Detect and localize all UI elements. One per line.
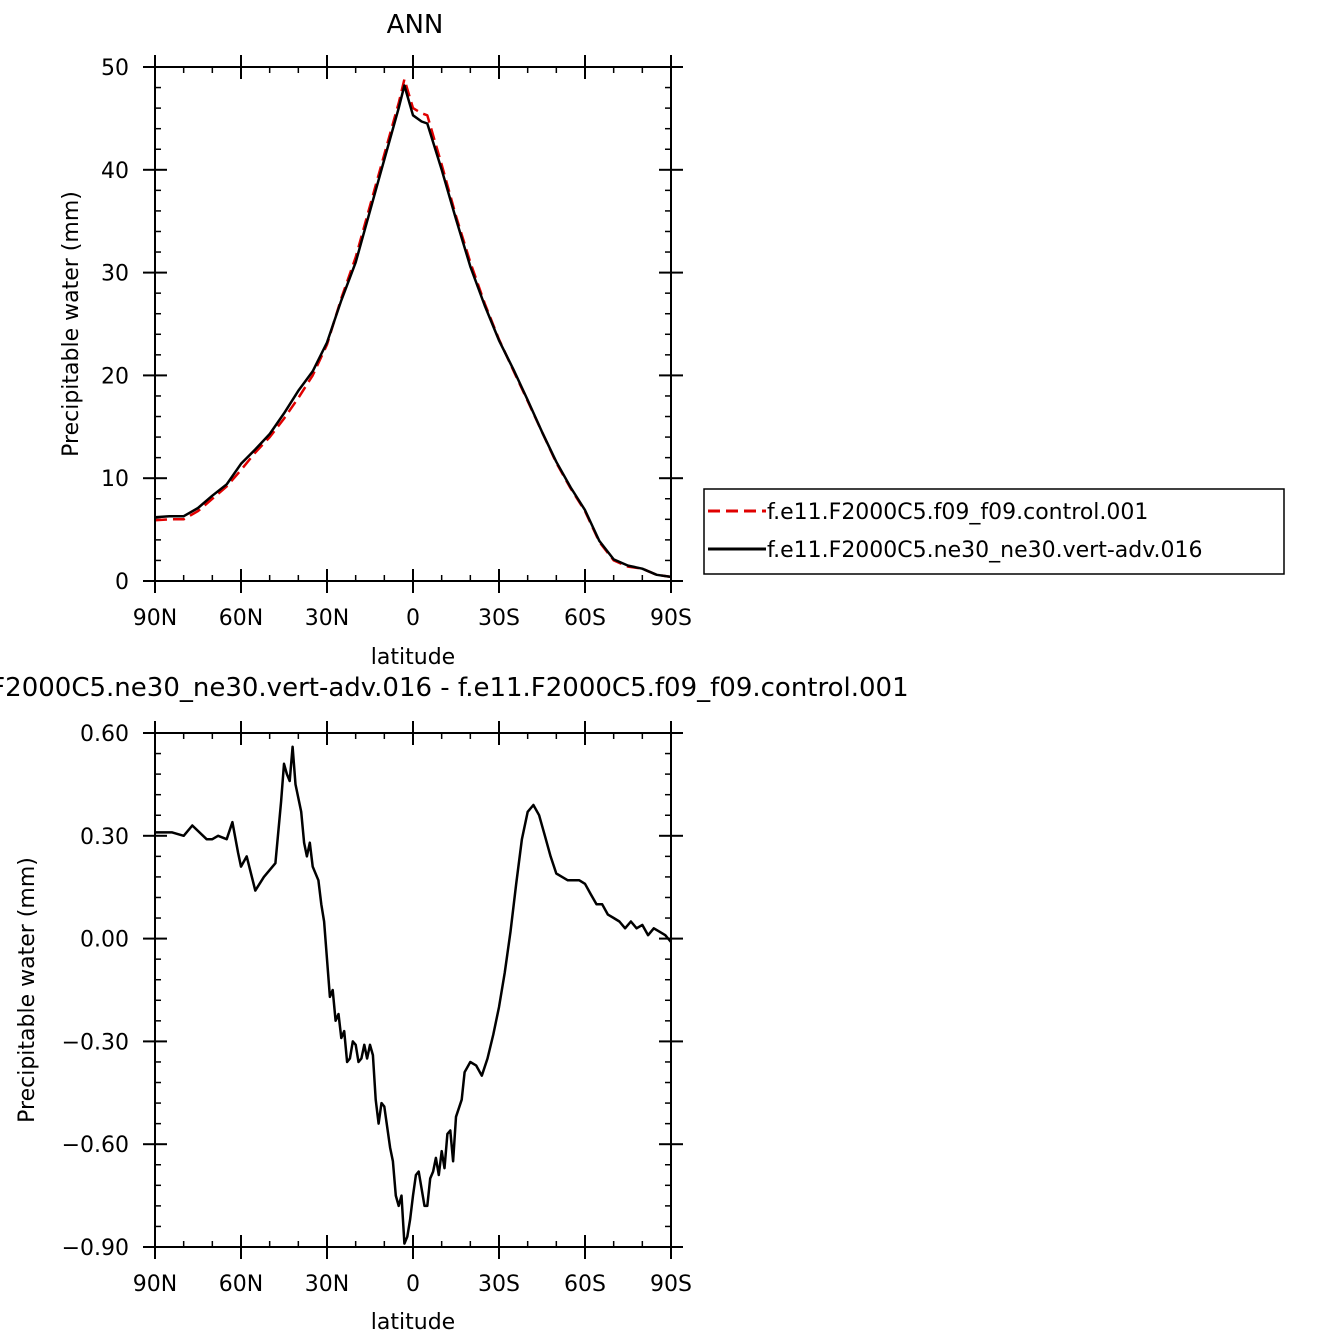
top-xtick-label: 90N xyxy=(133,606,177,631)
top-axis-ticks xyxy=(143,55,683,593)
bottom-title: f.e11.F2000C5.ne30_ne30.vert-adv.016 - f… xyxy=(0,673,909,703)
bottom-xtick-label: 90N xyxy=(133,1272,177,1297)
top-ytick-label: 0 xyxy=(115,570,129,595)
top-ytick-label: 40 xyxy=(101,159,129,184)
legend: f.e11.F2000C5.f09_f09.control.001 f.e11.… xyxy=(703,488,1285,575)
legend-label-vert-adv: f.e11.F2000C5.ne30_ne30.vert-adv.016 xyxy=(767,538,1203,563)
bottom-xtick-label: 60S xyxy=(564,1272,606,1297)
bottom-series-line-0 xyxy=(155,745,672,1245)
bottom-panel: f.e11.F2000C5.ne30_ne30.vert-adv.016 - f… xyxy=(0,673,909,1335)
bottom-ytick-label: −0.60 xyxy=(62,1133,129,1158)
bottom-plot-frame xyxy=(154,732,672,1248)
top-series-line-0 xyxy=(154,78,672,579)
top-series-line-1 xyxy=(154,84,672,579)
top-tick-labels: 90N 60N 30N 0 30S 60S 90S 0 10 20 30 40 50 xyxy=(101,56,692,631)
bottom-xtick-label: 90S xyxy=(650,1272,692,1297)
top-ytick-label: 50 xyxy=(101,56,129,81)
bottom-xtick-label: 30N xyxy=(305,1272,349,1297)
bottom-ytick-label: −0.30 xyxy=(62,1030,129,1055)
top-xtick-label: 30S xyxy=(478,606,520,631)
bottom-xtick-label: 30S xyxy=(478,1272,520,1297)
bottom-series-lines xyxy=(155,745,672,1245)
bottom-xlabel: latitude xyxy=(371,1310,455,1335)
legend-label-control: f.e11.F2000C5.f09_f09.control.001 xyxy=(767,500,1148,525)
bottom-axis-ticks xyxy=(143,721,683,1259)
top-title: ANN xyxy=(387,10,444,40)
bottom-tick-labels: 90N 60N 30N 0 30S 60S 90S −0.90 −0.60 −0.30 0.00 0.… xyxy=(62,722,692,1297)
top-panel: ANN 90N 60N 30N 0 30S 60S 90S 0 10 20 30 40 50 latit… xyxy=(59,10,1285,670)
top-ytick-label: 10 xyxy=(101,467,129,492)
top-xlabel: latitude xyxy=(371,645,455,670)
top-xtick-label: 60N xyxy=(219,606,263,631)
top-xtick-label: 30N xyxy=(305,606,349,631)
top-xtick-label: 0 xyxy=(406,606,420,631)
bottom-ytick-label: 0.30 xyxy=(80,825,129,850)
top-ylabel: Precipitable water (mm) xyxy=(59,191,84,457)
bottom-xtick-label: 0 xyxy=(406,1272,420,1297)
top-plot-frame xyxy=(154,66,672,582)
top-xtick-label: 60S xyxy=(564,606,606,631)
bottom-ylabel: Precipitable water (mm) xyxy=(15,857,40,1123)
legend-box xyxy=(703,488,1285,575)
bottom-xtick-label: 60N xyxy=(219,1272,263,1297)
top-xtick-label: 90S xyxy=(650,606,692,631)
bottom-ytick-label: 0.60 xyxy=(80,722,129,747)
bottom-ytick-label: 0.00 xyxy=(80,928,129,953)
top-ytick-label: 20 xyxy=(101,364,129,389)
top-series-lines xyxy=(154,78,672,579)
top-ytick-label: 30 xyxy=(101,262,129,287)
bottom-ytick-label: −0.90 xyxy=(62,1236,129,1261)
